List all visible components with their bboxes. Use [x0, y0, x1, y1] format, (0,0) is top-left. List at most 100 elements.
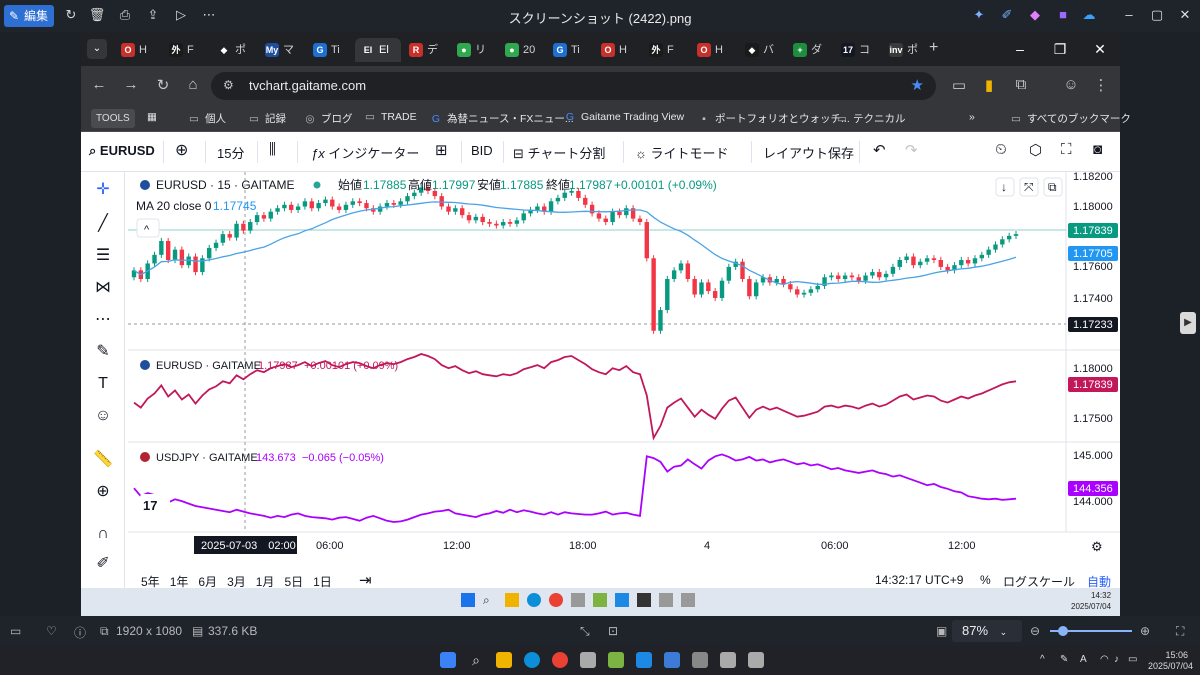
browser-tab[interactable]: ◆ バ [739, 38, 785, 62]
app-icon[interactable] [580, 652, 596, 668]
site-info-icon[interactable]: ⚙ [223, 78, 234, 92]
onedrive-icon[interactable]: ☁ [1082, 7, 1096, 22]
percent-toggle[interactable]: % [980, 573, 991, 587]
interval-button[interactable]: 15分 [217, 146, 245, 161]
browser-tab[interactable]: ◆ ポ [211, 38, 257, 62]
rotate-icon[interactable]: ↻ [65, 7, 77, 22]
fit-icon[interactable]: ▣ [936, 624, 948, 638]
move-pane-down-button[interactable] [995, 177, 1015, 197]
copilot-icon[interactable]: ✦ [973, 7, 985, 22]
info-icon[interactable]: ⓘ [74, 626, 87, 640]
bookmark-folder-records[interactable]: ▭ 記録 [247, 111, 286, 126]
symbol-search[interactable]: ⌕ EURUSD [89, 143, 155, 158]
chart-settings-icon[interactable]: ⚙ [1091, 539, 1103, 554]
tab-search-icon[interactable]: ⌄ [87, 39, 107, 59]
auto-scale-toggle[interactable]: 自動 [1087, 575, 1112, 589]
settings-hex-icon[interactable]: ⬡ [1029, 142, 1043, 159]
inner-app-icon[interactable] [615, 593, 629, 607]
collapse-legend-button[interactable] [136, 218, 160, 238]
extension-chat-icon[interactable]: ▭ [951, 77, 967, 94]
zoom-slider[interactable] [1050, 630, 1132, 632]
bid-button[interactable]: BID [471, 143, 493, 158]
inner-explorer-icon[interactable] [505, 593, 519, 607]
pen-icon[interactable]: ✎ [1060, 654, 1069, 665]
browser-tab[interactable]: My マ [259, 38, 305, 62]
candle-type-icon[interactable]: ⫼ [269, 141, 276, 158]
url-text[interactable]: tvchart.gaitame.com [249, 78, 367, 93]
text-tool-icon[interactable]: T [98, 375, 108, 392]
inner-edge-icon[interactable] [527, 593, 541, 607]
photos-icon[interactable] [664, 652, 680, 668]
forecast-icon[interactable]: ⋯ [95, 311, 111, 328]
url-omnibox[interactable]: ⚙ tvchart.gaitame.com ★ [211, 72, 936, 100]
slideshow-icon[interactable]: ▷ [176, 7, 186, 22]
print-icon[interactable]: ⎙ [119, 7, 131, 22]
maximize-pane-button[interactable] [1043, 177, 1063, 197]
range-3m[interactable]: 3月 [227, 575, 246, 589]
bookmark-folder-personal[interactable]: ▭ 個人 [187, 111, 226, 126]
visual-search-icon[interactable]: ⊡ [608, 624, 619, 638]
forward-icon[interactable]: → [123, 76, 139, 93]
tradingview-logo[interactable]: 17 [140, 494, 170, 514]
browser-tab[interactable]: ● 20 [499, 38, 545, 62]
bookmark-portfolio[interactable]: ▪ ポートフォリオとウォッチ... [697, 111, 850, 126]
price-axis[interactable]: 1.18200 1.18000 1.17600 1.17400 1.17839 … [1068, 172, 1118, 508]
alert-icon[interactable]: ⏲ [995, 141, 1007, 158]
fullscreen-icon[interactable]: ⛶ [1061, 141, 1072, 158]
bookmarks-overflow-icon[interactable]: » [969, 111, 975, 123]
undo-icon[interactable]: ↶ [873, 142, 886, 159]
volume-icon[interactable]: ♪ [1114, 654, 1119, 665]
app-icon[interactable] [636, 652, 652, 668]
range-1d[interactable]: 1日 [313, 575, 332, 589]
profile-avatar[interactable]: ☺ [1063, 76, 1079, 93]
browser-menu-icon[interactable]: ⋮ [1093, 77, 1109, 94]
delete-icon[interactable]: 🗑 [88, 7, 106, 22]
inner-search-icon[interactable]: ⌕ [483, 593, 490, 607]
draw-icon[interactable]: ✐ [1001, 7, 1013, 22]
browser-minimize-icon[interactable]: – [1016, 41, 1024, 57]
share-icon[interactable]: ⇪ [147, 7, 159, 22]
browser-tab[interactable]: + ダ [787, 38, 833, 62]
browser-tab[interactable]: ● リ [451, 38, 497, 62]
brush-icon[interactable]: ✎ [96, 343, 110, 360]
clipchamp-icon[interactable]: ■ [1059, 7, 1067, 22]
pattern-icon[interactable]: ⋈ [95, 279, 111, 296]
reload-icon[interactable]: ↻ [156, 77, 170, 94]
inner-start-icon[interactable] [461, 593, 475, 607]
inner-app-icon[interactable] [571, 593, 585, 607]
bookmark-blog[interactable]: ◎ ブログ [303, 111, 352, 126]
range-5y[interactable]: 5年 [141, 575, 160, 589]
ime-indicator[interactable]: A [1080, 654, 1087, 665]
crop-icon[interactable]: ⤡ [580, 624, 590, 638]
crosshair-icon[interactable]: ✛ [96, 181, 110, 198]
inner-app-icon[interactable] [637, 593, 651, 607]
magnet-icon[interactable]: ∩ [97, 525, 109, 542]
close-icon[interactable]: ✕ [1179, 7, 1191, 22]
browser-tab[interactable]: G Ti [307, 38, 353, 62]
chrome-icon[interactable] [552, 652, 568, 668]
zoom-dropdown[interactable]: 87% ⌄ [952, 620, 1022, 642]
browser-close-icon[interactable]: ✕ [1094, 41, 1106, 57]
inner-app-icon[interactable] [681, 593, 695, 607]
bookmark-folder-trade[interactable]: ▭ TRADE [363, 111, 417, 123]
edge-icon[interactable] [524, 652, 540, 668]
inner-app-icon[interactable] [659, 593, 673, 607]
redo-icon[interactable]: ↷ [905, 142, 918, 159]
bookmark-all[interactable]: ▭ すべてのブックマーク [1009, 111, 1131, 126]
apps-grid-icon[interactable]: ▦ [147, 111, 157, 123]
browser-restore-icon[interactable]: ❐ [1053, 41, 1067, 57]
back-icon[interactable]: ← [91, 76, 107, 93]
log-scale-toggle[interactable]: ログスケール [1003, 575, 1076, 589]
next-image-arrow[interactable]: ▶ [1180, 312, 1196, 334]
chart-split-button[interactable]: ⊟ チャート分割 [513, 146, 606, 161]
edit-button[interactable]: ✎ 編集 [4, 5, 54, 27]
chart-canvas[interactable]: EURUSD · 15 · GAITAME 始値 1.17885 高値 1.17… [128, 172, 1120, 557]
browser-tab[interactable]: inv ポ [883, 38, 929, 62]
app-icon[interactable] [748, 652, 764, 668]
bookmark-trading-view[interactable]: G Gaitame Trading View [563, 111, 684, 123]
